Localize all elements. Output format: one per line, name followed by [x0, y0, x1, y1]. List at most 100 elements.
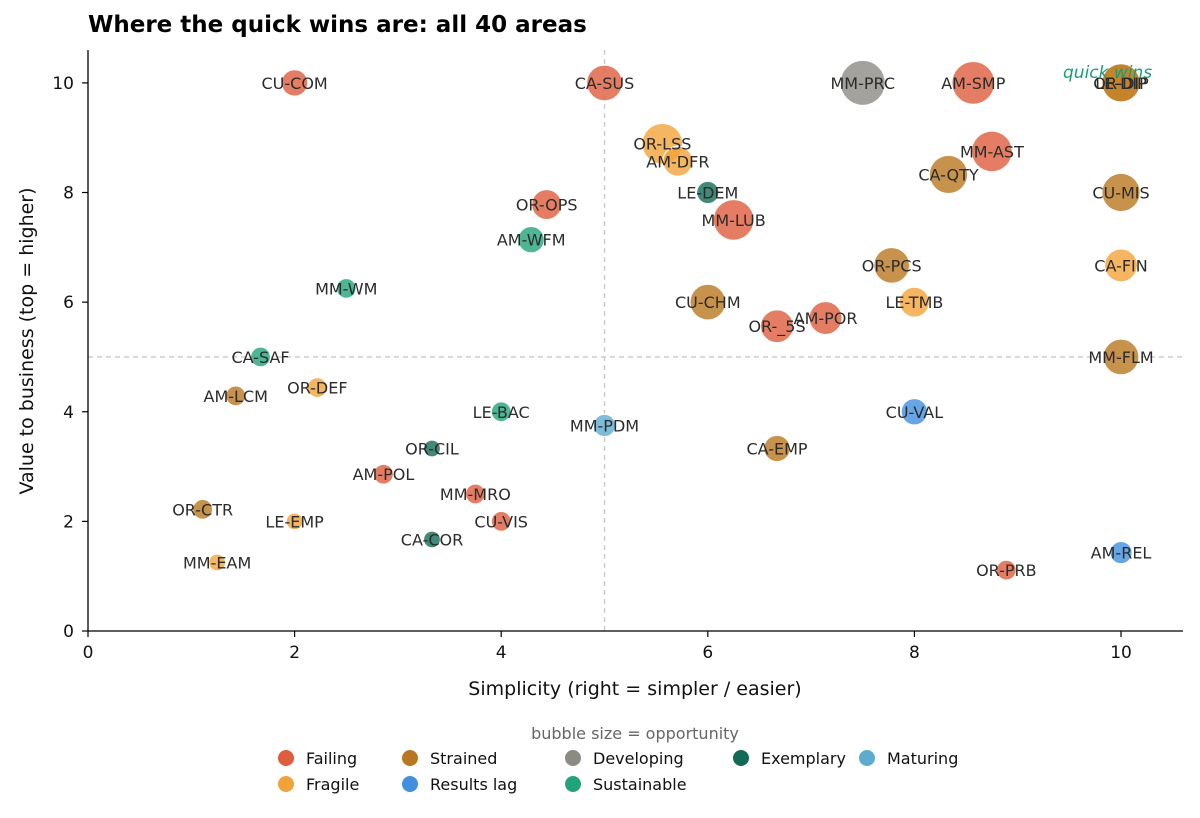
bubble-label-cu-vis: CU-VIS: [474, 512, 528, 531]
bubble-or-_5s: [759, 309, 795, 344]
x-tick-label: 10: [1110, 643, 1132, 663]
legend-swatch: [402, 750, 418, 766]
legend-swatch: [733, 750, 749, 766]
chart-title: Where the quick wins are: all 40 areas: [88, 12, 587, 38]
bubble-label-or-cil: OR-CIL: [405, 439, 459, 458]
legend-item-failing: Failing: [278, 748, 402, 768]
legend-label: Maturing: [887, 748, 959, 768]
bubble-mm-prc: [839, 59, 886, 107]
bubble-ca-fin: [1103, 248, 1139, 283]
bubble-label-mm-flm: MM-FLM: [1088, 348, 1153, 367]
legend-item-sustainable: Sustainable: [565, 774, 733, 794]
bubble-label-ca-fin: CA-FIN: [1094, 256, 1147, 275]
bubble-or-pcs: [873, 246, 911, 284]
y-tick-label: 0: [63, 622, 74, 642]
bubble-am-wfm: [517, 225, 546, 254]
bubble-le-tmb: [898, 286, 931, 318]
bubble-le-dem: [696, 180, 720, 205]
legend-title: bubble size = opportunity: [531, 724, 739, 743]
bubble-label-or-lss: OR-LSS: [633, 135, 691, 154]
bubble-or-ops: [531, 188, 563, 221]
y-axis-label: Value to business (top = higher): [16, 187, 38, 494]
bubble-ca-emp: [763, 434, 791, 463]
bubble-mm-lub: [712, 198, 755, 241]
bubble-label-am-rel: AM-REL: [1091, 544, 1152, 563]
bubble-label-le-emp: LE-EMP: [265, 512, 324, 531]
x-axis-label: Simplicity (right = simpler / easier): [468, 678, 801, 700]
bubble-cu-val: [900, 397, 929, 426]
legend-label: Developing: [593, 748, 684, 768]
bubble-label-ca-cor: CA-COR: [401, 530, 463, 549]
bubble-mm-ast: [970, 130, 1013, 173]
bubble-ca-saf: [249, 346, 272, 368]
x-tick-label: 2: [289, 643, 300, 663]
legend-swatch: [565, 776, 581, 792]
bubble-or-def: [306, 377, 328, 399]
bubble-cu-chm: [689, 283, 727, 321]
bubble-label-ca-sus: CA-SUS: [575, 74, 635, 93]
bubble-label-ca-qty: CA-QTY: [918, 165, 978, 184]
bubble-label-am-smp: AM-SMP: [941, 74, 1005, 93]
bubble-am-dfr: [662, 145, 694, 177]
bubble-or-cil: [422, 439, 442, 458]
bubble-label-am-pol: AM-POL: [353, 465, 415, 484]
bubble-label-le-dip: LE-DIP: [1095, 74, 1147, 93]
bubble-label-am-dfr: AM-DFR: [646, 152, 709, 171]
bubble-label-mm-lub: MM-LUB: [702, 211, 766, 230]
bubble-cu-com: [280, 69, 309, 97]
bubble-mm-mro: [464, 483, 486, 505]
bubble-layer: [192, 59, 1141, 581]
bubble-label-ca-emp: CA-EMP: [746, 439, 807, 458]
legend-label: Sustainable: [593, 774, 687, 794]
bubble-or-ctr: [192, 498, 214, 520]
legend-swatch: [278, 750, 294, 766]
bubble-label-cu-com: CU-COM: [261, 74, 327, 93]
legend-item-results-lag: Results lag: [402, 774, 565, 794]
bubble-label-or-def: OR-DEF: [287, 379, 347, 398]
x-tick-label: 0: [83, 643, 94, 663]
legend-item-strained: Strained: [402, 748, 565, 768]
bubble-am-lcm: [225, 385, 247, 407]
legend-item-developing: Developing: [565, 748, 733, 768]
bubble-label-mm-ast: MM-AST: [960, 142, 1024, 161]
legend-swatch: [565, 750, 581, 766]
x-tick-label: 8: [909, 643, 920, 663]
legend-label: Results lag: [430, 774, 518, 794]
bubble-ca-cor: [422, 530, 442, 549]
legend-item-maturing: Maturing: [859, 748, 989, 768]
y-tick-label: 4: [63, 403, 74, 423]
bubble-label-or-dip: OR-DIP: [1093, 74, 1149, 93]
bubble-mm-wm: [335, 277, 357, 299]
bubble-label-am-por: AM-POR: [794, 309, 858, 328]
bubble-label-am-lcm: AM-LCM: [204, 387, 268, 406]
bubble-le-bac: [490, 401, 512, 423]
bubble-label-mm-mro: MM-MRO: [440, 485, 511, 504]
y-tick-label: 2: [63, 512, 74, 532]
bubble-ca-sus: [585, 64, 624, 102]
y-tick-label: 6: [63, 293, 74, 313]
bubble-label-cu-val: CU-VAL: [886, 403, 944, 422]
bubble-label-cu-mis: CU-MIS: [1092, 184, 1149, 203]
legend: Failing Strained Developing Exemplary Maturi…: [278, 748, 989, 794]
bubble-label-or-pcs: OR-PCS: [862, 256, 922, 275]
legend-swatch: [859, 750, 875, 766]
bubble-am-rel: [1109, 540, 1133, 565]
bubble-label-mm-prc: MM-PRC: [830, 74, 895, 93]
legend-label: Strained: [430, 748, 498, 768]
bubble-label-or-_5s: OR-_5S: [748, 317, 805, 337]
legend-swatch: [278, 776, 294, 792]
legend-swatch: [402, 776, 418, 792]
bubble-mm-eam: [208, 553, 227, 572]
quick-wins-annotation: quick wins: [1063, 63, 1152, 83]
y-tick-label: 8: [63, 184, 74, 204]
bubble-label-ca-saf: CA-SAF: [231, 348, 289, 367]
axes: 0 2 4 6 8 10 0 2 4 6 8 10: [52, 50, 1183, 663]
bubble-le-emp: [285, 512, 304, 531]
bubble-label-le-dem: LE-DEM: [677, 184, 738, 203]
bubble-cu-mis: [1101, 172, 1141, 213]
bubble-or-prb: [995, 559, 1017, 581]
bubble-le-dip: [1101, 63, 1141, 103]
bubble-label-am-wfm: AM-WFM: [497, 231, 566, 250]
